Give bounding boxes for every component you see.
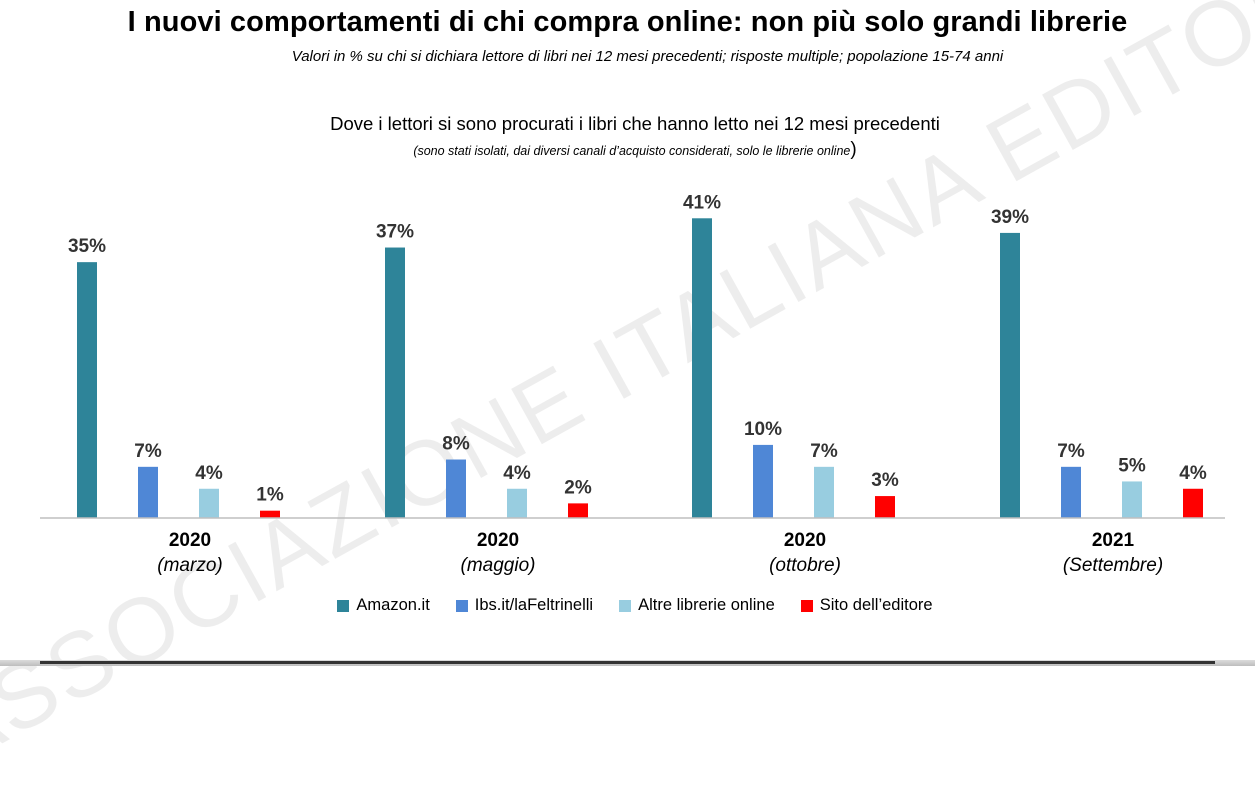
category-year-1: 2020 (169, 530, 211, 551)
bar-sito-dell-editore-1 (260, 510, 280, 518)
data-label-sito-dell-editore-4: 4% (1179, 463, 1207, 484)
bar-altre-librerie-online-1 (199, 488, 219, 518)
chart-subtitle-text: (sono stati isolati, dai diversi canali … (413, 144, 851, 158)
data-label-altre-librerie-online-1: 4% (195, 463, 223, 484)
category-year-2: 2020 (477, 530, 519, 551)
category-year-4: 2021 (1092, 530, 1135, 551)
data-label-amazon-it-1: 35% (68, 236, 106, 257)
legend-label: Altre librerie online (638, 596, 775, 614)
legend-label: Ibs.it/laFeltrinelli (474, 596, 594, 614)
bar-sito-dell-editore-4 (1183, 488, 1203, 518)
legend-swatch (619, 599, 632, 612)
bar-amazon-it-3 (692, 218, 712, 519)
category-month-2: (maggio) (461, 555, 536, 576)
data-label-altre-librerie-online-4: 5% (1118, 455, 1146, 476)
bar-sito-dell-editore-2 (568, 503, 588, 518)
bar-altre-librerie-online-4 (1122, 481, 1142, 518)
data-label-ibs-it-lafeltrinelli-2: 8% (442, 434, 470, 455)
legend-label: Amazon.it (356, 596, 430, 614)
data-label-ibs-it-lafeltrinelli-3: 10% (744, 419, 782, 440)
data-label-amazon-it-4: 39% (991, 207, 1029, 228)
legend-swatch (337, 599, 350, 612)
data-label-amazon-it-3: 41% (683, 192, 721, 213)
bar-ibs-it-lafeltrinelli-1 (138, 466, 158, 518)
bar-sito-dell-editore-3 (875, 496, 895, 518)
bottom-divider (0, 660, 1255, 666)
category-month-3: (ottobre) (769, 555, 841, 576)
data-label-amazon-it-2: 37% (376, 222, 414, 243)
data-label-altre-librerie-online-3: 7% (810, 441, 838, 462)
bar-ibs-it-lafeltrinelli-3 (753, 444, 773, 518)
category-year-3: 2020 (784, 530, 826, 551)
legend-label: Sito dell’editore (819, 596, 933, 614)
chart-subtitle-paren: ) (850, 139, 857, 160)
legend-item-altre-librerie-online: Altre librerie online (619, 596, 775, 615)
data-label-group: 35% 37% 41% 39% 7% 8% 10% 7% 4% 4% 7% 5% 1% 2% 3% 4% (68, 192, 1207, 505)
chart-subtitle: (sono stati isolati, dai diversi canali … (0, 139, 1255, 161)
legend-swatch (800, 599, 813, 612)
chart-title: Dove i lettori si sono procurati i libri… (330, 113, 940, 134)
bar-altre-librerie-online-3 (814, 466, 834, 518)
bar-amazon-it-4 (1000, 232, 1020, 518)
bar-group (77, 218, 1203, 519)
data-label-sito-dell-editore-3: 3% (871, 470, 899, 491)
page-title: I nuovi comportamenti di chi compra onli… (127, 6, 1128, 38)
bar-ibs-it-lafeltrinelli-4 (1061, 466, 1081, 518)
data-label-sito-dell-editore-1: 1% (256, 485, 284, 506)
bar-amazon-it-1 (77, 262, 97, 518)
legend-item-sito-dell-editore: Sito dell’editore (800, 596, 933, 615)
chart-legend: Amazon.it Ibs.it/laFeltrinelli Altre libre… (0, 596, 1255, 615)
bar-amazon-it-2 (385, 247, 405, 518)
page-subtitle: Valori in % su chi si dichiara lettore d… (291, 48, 1004, 65)
bar-chart: 35% 37% 41% 39% 7% 8% 10% 7% 4% 4% 7% 5% 1% 2% 3% 4% 20… (40, 192, 1225, 576)
bar-altre-librerie-online-2 (507, 488, 527, 518)
bar-ibs-it-lafeltrinelli-2 (446, 459, 466, 518)
category-label-group: 2020 (marzo) 2020 (maggio) 2020 (ottobre) 2021… (157, 530, 1163, 576)
legend-item-ibs-it-lafeltrinelli: Ibs.it/laFeltrinelli (455, 596, 594, 615)
data-label-ibs-it-lafeltrinelli-1: 7% (134, 441, 162, 462)
data-label-ibs-it-lafeltrinelli-4: 7% (1057, 441, 1085, 462)
data-label-altre-librerie-online-2: 4% (503, 463, 531, 484)
data-label-sito-dell-editore-2: 2% (564, 477, 592, 498)
category-month-4: (Settembre) (1063, 555, 1163, 576)
legend-swatch (455, 599, 468, 612)
legend-item-amazon-it: Amazon.it (337, 596, 430, 615)
category-month-1: (marzo) (157, 555, 222, 576)
